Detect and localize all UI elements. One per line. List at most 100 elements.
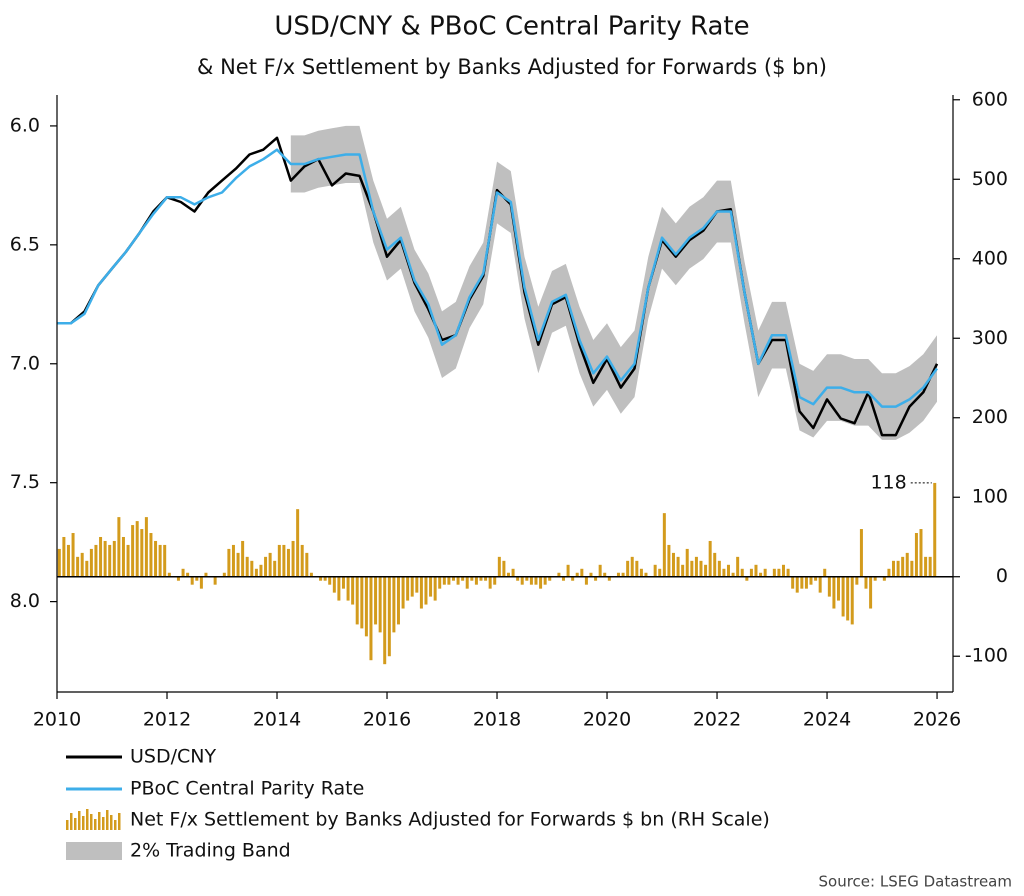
bar (594, 576, 598, 581)
bar (231, 544, 235, 577)
bar (497, 556, 501, 577)
legend-swatch (118, 813, 121, 830)
bar (456, 576, 460, 585)
legend-swatch (66, 820, 69, 830)
bar (131, 525, 135, 577)
bar (534, 576, 538, 585)
bar (190, 576, 194, 585)
bar (584, 576, 588, 585)
bar (227, 548, 231, 577)
bar (749, 568, 753, 577)
bar (575, 572, 579, 577)
bar (525, 576, 529, 581)
bar (401, 576, 405, 609)
bar (433, 576, 437, 601)
bar (772, 568, 776, 577)
legend-label: 2% Trading Band (130, 840, 291, 862)
bar (479, 576, 483, 581)
bar (286, 548, 290, 577)
bar (621, 572, 625, 577)
x-tick-label: 2026 (913, 709, 961, 731)
x-tick-label: 2018 (473, 709, 521, 731)
bar (653, 564, 657, 577)
bar (809, 576, 813, 585)
bar (781, 564, 785, 577)
bar (557, 572, 561, 577)
bar (786, 568, 790, 577)
bar (589, 572, 593, 577)
bar (529, 576, 533, 585)
bar (195, 576, 199, 581)
bar (699, 560, 703, 577)
bar (250, 560, 254, 577)
bar (736, 556, 740, 577)
bar (681, 564, 685, 577)
bar (717, 560, 721, 577)
y-tick-label: 7.0 (10, 352, 40, 374)
chart-subtitle: & Net F/x Settlement by Banks Adjusted f… (197, 55, 827, 79)
bar (850, 576, 854, 625)
bar (818, 576, 822, 593)
bar (186, 572, 190, 577)
bar (149, 533, 153, 577)
y2-tick-label: 400 (972, 247, 1008, 269)
bar (383, 576, 387, 665)
bar (222, 572, 226, 577)
bar (126, 544, 130, 577)
bar (66, 544, 70, 577)
bar (305, 552, 309, 577)
bar (543, 576, 547, 585)
source-note: Source: LSEG Datastream (819, 873, 1012, 891)
bar (887, 568, 891, 577)
bar (144, 517, 148, 577)
bar (846, 576, 850, 621)
bar (346, 576, 350, 601)
bar (470, 576, 474, 581)
bar (369, 576, 373, 661)
bar (415, 576, 419, 593)
bar (520, 576, 524, 585)
bar (814, 576, 818, 581)
bar (236, 552, 240, 577)
bar (896, 560, 900, 577)
bar (85, 560, 89, 577)
y2-tick-label: 100 (972, 486, 1008, 508)
bar (561, 576, 565, 581)
bar (80, 552, 84, 577)
bar (919, 529, 923, 577)
y2-tick-label: 300 (972, 327, 1008, 349)
bar (759, 572, 763, 577)
bar (566, 564, 570, 577)
bar (928, 556, 932, 577)
bar (319, 576, 323, 581)
bar (685, 548, 689, 577)
bar (461, 576, 465, 581)
bar (882, 576, 886, 581)
bar (57, 548, 61, 577)
bar (71, 533, 75, 577)
trading-band (290, 125, 937, 440)
bar (694, 556, 698, 577)
bar (740, 568, 744, 577)
bar (181, 568, 185, 577)
x-tick-label: 2016 (363, 709, 411, 731)
bar (726, 564, 730, 577)
bar (763, 568, 767, 577)
bar (901, 556, 905, 577)
legend-label: Net F/x Settlement by Banks Adjusted for… (130, 809, 770, 831)
bar (355, 576, 359, 625)
bar (864, 576, 868, 589)
bar (167, 572, 171, 577)
bar (607, 576, 611, 581)
chart-title: USD/CNY & PBoC Central Parity Rate (274, 12, 749, 42)
legend-swatch (86, 809, 89, 830)
bar (121, 536, 125, 577)
bar (264, 556, 268, 577)
bar (539, 576, 543, 589)
bar (616, 572, 620, 577)
bar (704, 564, 708, 577)
bar (309, 572, 313, 577)
bar (158, 544, 162, 577)
bar (506, 572, 510, 577)
